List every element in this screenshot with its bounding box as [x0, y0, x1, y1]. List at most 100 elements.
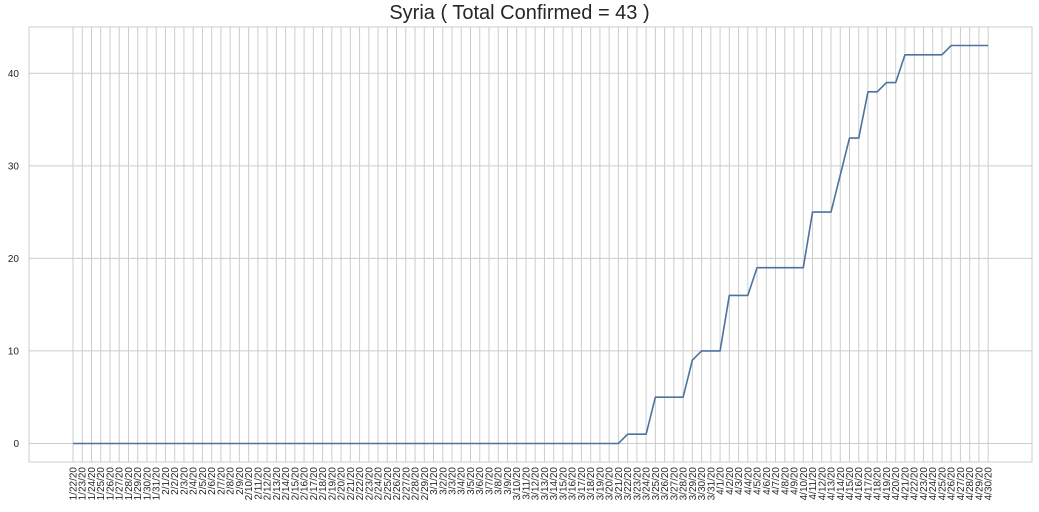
x-tick-label: 4/3/20: [734, 467, 745, 495]
data-point: [867, 91, 869, 93]
x-tick-label: 4/21/20: [900, 467, 911, 501]
data-point: [534, 442, 536, 444]
x-tick-label: 3/28/20: [679, 467, 690, 501]
data-point: [571, 442, 573, 444]
data-point: [913, 54, 915, 56]
x-tick-label: 4/12/20: [817, 467, 828, 501]
x-tick-label: 2/15/20: [290, 467, 301, 501]
x-tick-label: 1/29/20: [133, 467, 144, 501]
x-tick-label: 4/16/20: [854, 467, 865, 501]
x-tick-label: 3/6/20: [475, 467, 486, 495]
x-tick-label: 1/23/20: [78, 467, 89, 501]
x-tick-label: 1/25/20: [96, 467, 107, 501]
x-tick-label: 4/19/20: [882, 467, 893, 501]
x-tick-label: 4/20/20: [891, 467, 902, 501]
data-point: [359, 442, 361, 444]
y-tick-label: 20: [8, 254, 20, 265]
data-point: [72, 442, 74, 444]
x-tick-label: 3/22/20: [623, 467, 634, 501]
x-tick-label: 2/22/20: [355, 467, 366, 501]
data-point: [636, 433, 638, 435]
x-tick-label: 4/13/20: [827, 467, 838, 501]
x-tick-label: 3/10/20: [512, 467, 523, 501]
x-tick-label: 3/30/20: [697, 467, 708, 501]
x-tick-label: 4/17/20: [863, 467, 874, 501]
data-point: [543, 442, 545, 444]
data-point: [876, 91, 878, 93]
x-tick-label: 4/28/20: [965, 467, 976, 501]
data-point: [784, 267, 786, 269]
data-point: [368, 442, 370, 444]
data-point: [257, 442, 259, 444]
data-point: [682, 396, 684, 398]
data-point: [229, 442, 231, 444]
x-tick-label: 3/2/20: [438, 467, 449, 495]
x-tick-label: 3/25/20: [651, 467, 662, 501]
x-tick-label: 4/10/20: [799, 467, 810, 501]
data-point: [377, 442, 379, 444]
x-tick-label: 2/17/20: [309, 467, 320, 501]
data-point: [488, 442, 490, 444]
x-tick-label: 2/7/20: [216, 467, 227, 495]
x-tick-label: 4/25/20: [937, 467, 948, 501]
data-point: [294, 442, 296, 444]
data-point: [266, 442, 268, 444]
data-point: [192, 442, 194, 444]
data-point: [460, 442, 462, 444]
data-point: [941, 54, 943, 56]
data-point: [303, 442, 305, 444]
data-point: [701, 350, 703, 352]
data-point: [747, 294, 749, 296]
data-point: [414, 442, 416, 444]
data-point: [238, 442, 240, 444]
data-point: [599, 442, 601, 444]
data-point: [553, 442, 555, 444]
data-point: [127, 442, 129, 444]
x-tick-label: 4/23/20: [919, 467, 930, 501]
data-point: [497, 442, 499, 444]
data-point: [793, 267, 795, 269]
data-point: [349, 442, 351, 444]
x-tick-label: 3/20/20: [605, 467, 616, 501]
x-tick-label: 2/11/20: [253, 467, 264, 500]
x-tick-label: 2/19/20: [327, 467, 338, 501]
data-point: [858, 137, 860, 139]
data-point: [580, 442, 582, 444]
data-point: [728, 294, 730, 296]
data-point: [719, 350, 721, 352]
data-point: [516, 442, 518, 444]
x-tick-label: 3/29/20: [688, 467, 699, 501]
data-point: [710, 350, 712, 352]
x-tick-label: 3/14/20: [549, 467, 560, 501]
data-point: [691, 359, 693, 361]
data-point: [146, 442, 148, 444]
x-tick-label: 4/9/20: [790, 467, 801, 495]
x-tick-label: 1/31/20: [152, 467, 163, 501]
data-point: [959, 45, 961, 47]
data-point: [821, 211, 823, 213]
data-point: [118, 442, 120, 444]
data-point: [164, 442, 166, 444]
x-tick-label: 4/18/20: [873, 467, 884, 501]
x-tick-label: 3/17/20: [577, 467, 588, 501]
x-tick-label: 3/3/20: [448, 467, 459, 495]
data-point: [812, 211, 814, 213]
data-point: [285, 442, 287, 444]
data-point: [433, 442, 435, 444]
data-point: [174, 442, 176, 444]
x-tick-label: 4/14/20: [836, 467, 847, 501]
x-tick-label: 4/30/20: [984, 467, 995, 501]
x-tick-label: 2/28/20: [411, 467, 422, 501]
x-tick-label: 2/21/20: [346, 467, 357, 501]
x-tick-label: 3/27/20: [669, 467, 680, 501]
y-tick-label: 30: [8, 161, 20, 172]
data-point: [617, 442, 619, 444]
x-tick-label: 3/18/20: [586, 467, 597, 501]
x-tick-label: 2/25/20: [383, 467, 394, 501]
x-tick-label: 1/27/20: [115, 467, 126, 501]
data-point: [220, 442, 222, 444]
x-tick-label: 1/30/20: [142, 467, 153, 501]
data-point: [405, 442, 407, 444]
x-tick-label: 1/26/20: [105, 467, 116, 501]
